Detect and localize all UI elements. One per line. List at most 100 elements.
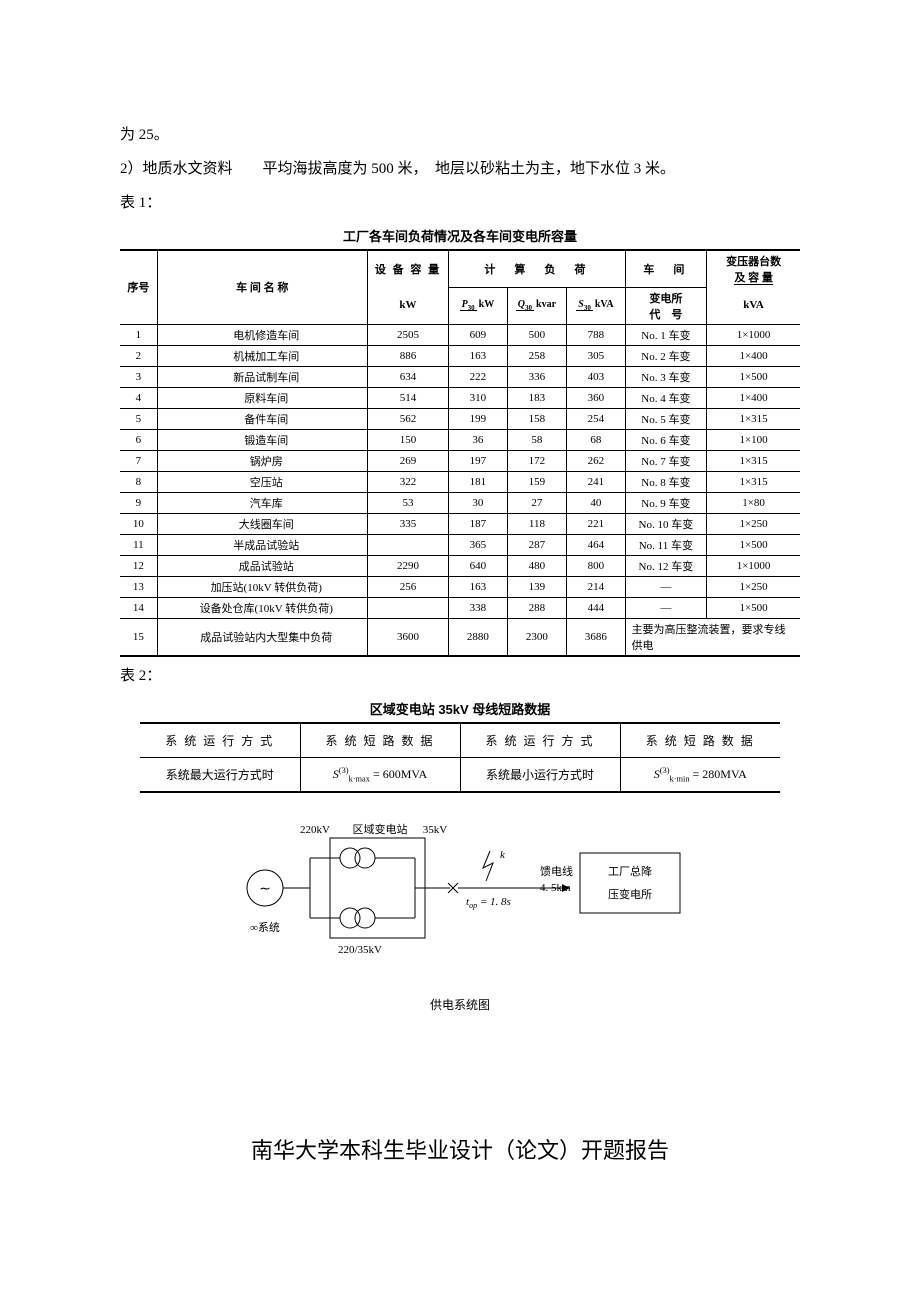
t2r1c4: S(3)k·min = 280MVA — [620, 757, 780, 792]
cell-seq: 12 — [120, 555, 157, 576]
cell-eq: 256 — [367, 576, 449, 597]
cell-q: 336 — [507, 366, 567, 387]
cell-seq: 15 — [120, 618, 157, 656]
table-row: 8空压站322181159241No. 8 车变1×315 — [120, 471, 800, 492]
cell-name: 机械加工车间 — [157, 345, 367, 366]
t2h4: 系 统 短 路 数 据 — [620, 723, 780, 758]
t2h3: 系 统 运 行 方 式 — [460, 723, 620, 758]
cell-eq: 335 — [367, 513, 449, 534]
cell-eq — [367, 534, 449, 555]
cell-tr: 1×250 — [707, 513, 800, 534]
table-row: 3新品试制车间634222336403No. 3 车变1×500 — [120, 366, 800, 387]
cell-code: No. 12 车变 — [625, 555, 707, 576]
cell-p: 163 — [449, 576, 507, 597]
footer-title: 南华大学本科生毕业设计（论文）开题报告 — [120, 1133, 800, 1165]
th-trans-l2: 及 容 量 — [734, 272, 773, 285]
cell-eq: 2505 — [367, 324, 449, 345]
cell-s: 241 — [567, 471, 625, 492]
cell-tr: 1×1000 — [707, 324, 800, 345]
t2r1c1: 系统最大运行方式时 — [140, 757, 300, 792]
cell-tr: 1×250 — [707, 576, 800, 597]
cell-eq: 562 — [367, 408, 449, 429]
table-row: 13加压站(10kV 转供负荷)256163139214—1×250 — [120, 576, 800, 597]
svg-text:工厂总降: 工厂总降 — [608, 864, 652, 878]
cell-p: 310 — [449, 387, 507, 408]
svg-text:馈电线: 馈电线 — [540, 864, 573, 878]
th-calc: 计 算 负 荷 — [449, 250, 625, 287]
cell-code: No. 2 车变 — [625, 345, 707, 366]
table2-label: 表 2： — [120, 661, 800, 691]
cell-tr: 1×400 — [707, 387, 800, 408]
t2r1c2: S(3)k·max = 600MVA — [300, 757, 460, 792]
cell-p: 197 — [449, 450, 507, 471]
cell-q: 288 — [507, 597, 567, 618]
cell-seq: 6 — [120, 429, 157, 450]
cell-code: No. 4 车变 — [625, 387, 707, 408]
table1-label: 表 1： — [120, 188, 800, 218]
table-row: 10大线圈车间335187118221No. 10 车变1×250 — [120, 513, 800, 534]
table1-head: 序号 车 间 名 称 设 备 容 量 计 算 负 荷 车 间 变压器台数 及 容… — [120, 250, 800, 324]
th-s30: S30kVA — [567, 287, 625, 324]
table-row: 12成品试验站2290640480800No. 12 车变1×1000 — [120, 555, 800, 576]
cell-q: 159 — [507, 471, 567, 492]
cell-tr: 1×400 — [707, 345, 800, 366]
table-row: 7锅炉房269197172262No. 7 车变1×315 — [120, 450, 800, 471]
cell-s: 68 — [567, 429, 625, 450]
cell-q: 158 — [507, 408, 567, 429]
table1-body: 1电机修造车间2505609500788No. 1 车变1×10002机械加工车… — [120, 324, 800, 656]
cell-p: 222 — [449, 366, 507, 387]
cell-note: 主要为高压整流装置，要求专线供电 — [625, 618, 800, 656]
cell-code: No. 7 车变 — [625, 450, 707, 471]
text-line-2: 2）地质水文资料 平均海拔高度为 500 米， 地层以砂粘土为主，地下水位 3 … — [120, 154, 800, 184]
cell-eq: 3600 — [367, 618, 449, 656]
cell-seq: 13 — [120, 576, 157, 597]
cell-s: 254 — [567, 408, 625, 429]
cell-seq: 9 — [120, 492, 157, 513]
cell-tr: 1×100 — [707, 429, 800, 450]
table-row: 5备件车间562199158254No. 5 车变1×315 — [120, 408, 800, 429]
cell-name: 锻造车间 — [157, 429, 367, 450]
svg-text:220kV: 220kV — [300, 824, 330, 836]
cell-p: 2880 — [449, 618, 507, 656]
cell-seq: 2 — [120, 345, 157, 366]
cell-q: 58 — [507, 429, 567, 450]
cell-code: No. 3 车变 — [625, 366, 707, 387]
cell-name: 电机修造车间 — [157, 324, 367, 345]
cell-q: 139 — [507, 576, 567, 597]
cell-eq: 886 — [367, 345, 449, 366]
cell-s: 221 — [567, 513, 625, 534]
cell-s: 214 — [567, 576, 625, 597]
cell-q: 287 — [507, 534, 567, 555]
svg-text:35kV: 35kV — [423, 824, 448, 836]
cell-name: 新品试制车间 — [157, 366, 367, 387]
cell-tr: 1×500 — [707, 366, 800, 387]
cell-tr: 1×500 — [707, 597, 800, 618]
cell-q: 27 — [507, 492, 567, 513]
cell-eq: 269 — [367, 450, 449, 471]
cell-eq: 2290 — [367, 555, 449, 576]
cell-code: No. 10 车变 — [625, 513, 707, 534]
svg-text:∼: ∼ — [259, 882, 271, 897]
table2-title: 区域变电站 35kV 母线短路数据 — [120, 699, 800, 718]
cell-name: 大线圈车间 — [157, 513, 367, 534]
cell-name: 备件车间 — [157, 408, 367, 429]
cell-q: 172 — [507, 450, 567, 471]
cell-p: 365 — [449, 534, 507, 555]
cell-seq: 3 — [120, 366, 157, 387]
cell-seq: 1 — [120, 324, 157, 345]
cell-name: 空压站 — [157, 471, 367, 492]
cell-tr: 1×315 — [707, 450, 800, 471]
cell-name: 汽车库 — [157, 492, 367, 513]
th-seq: 序号 — [120, 250, 157, 324]
th-name: 车 间 名 称 — [157, 250, 367, 324]
cell-code: No. 1 车变 — [625, 324, 707, 345]
table-row: 14设备处仓库(10kV 转供负荷)338288444—1×500 — [120, 597, 800, 618]
cell-code: No. 8 车变 — [625, 471, 707, 492]
cell-seq: 11 — [120, 534, 157, 555]
cell-name: 成品试验站 — [157, 555, 367, 576]
cell-s: 788 — [567, 324, 625, 345]
th-workshop-sub: 变电所 代 号 — [625, 287, 707, 324]
th-q30: Q30kvar — [507, 287, 567, 324]
svg-text:k: k — [500, 849, 506, 861]
cell-p: 187 — [449, 513, 507, 534]
